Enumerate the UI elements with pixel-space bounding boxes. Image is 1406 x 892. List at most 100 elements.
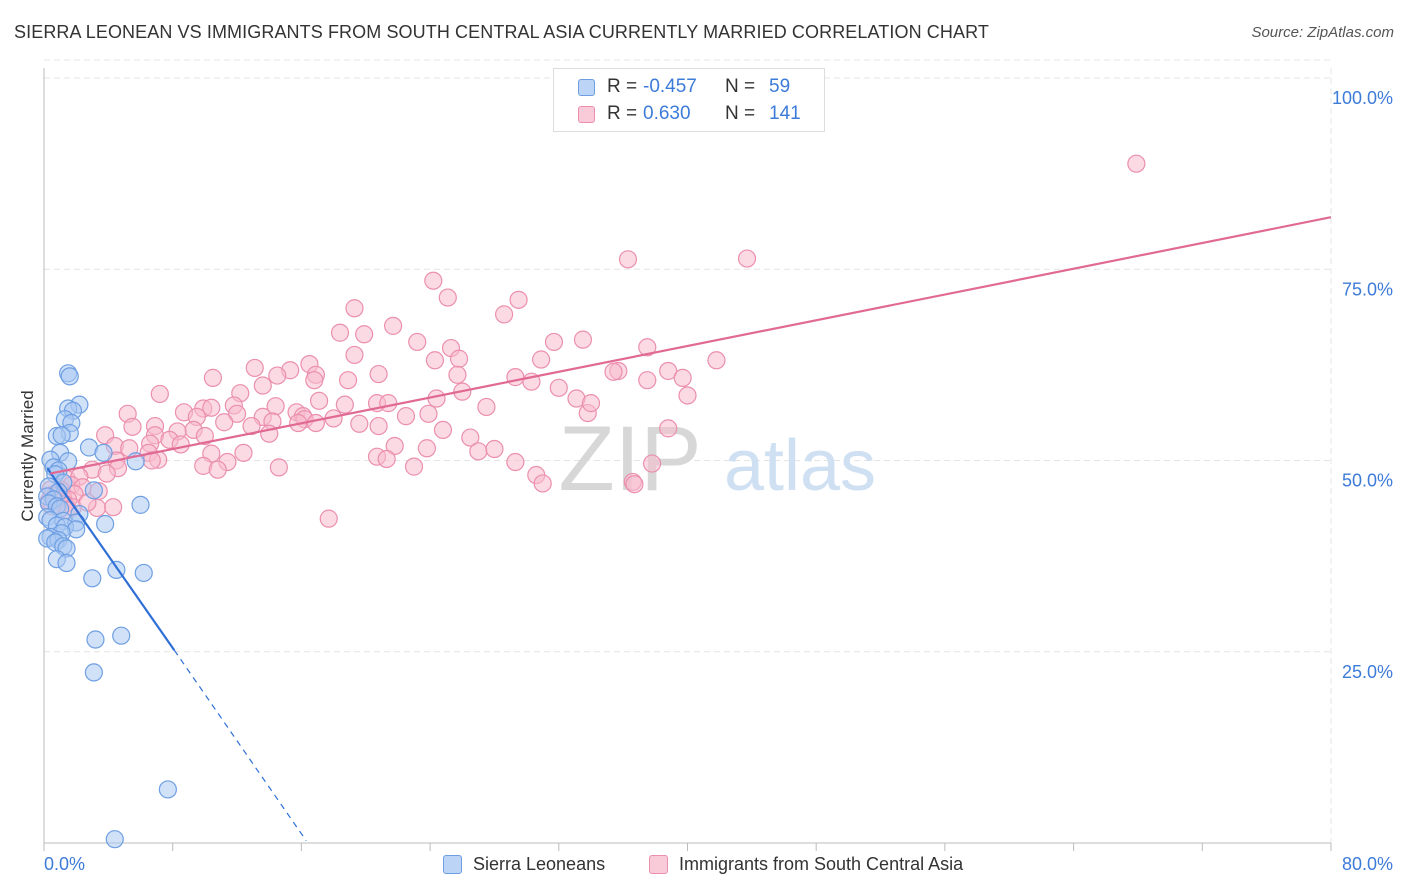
pink-point	[203, 368, 223, 387]
bottom-legend-swatch-pink	[649, 854, 668, 874]
pink-point	[369, 364, 388, 384]
pink-point	[419, 404, 438, 423]
watermark-zip: ZIP	[558, 408, 701, 510]
watermark-atlas: atlas	[724, 426, 876, 506]
pink-point	[737, 249, 757, 268]
y-tick-label: 75.0%	[1342, 279, 1393, 299]
pink-point	[638, 371, 657, 390]
pink-point	[104, 498, 123, 517]
blue-point	[83, 569, 102, 588]
legend-r-label: R =	[607, 76, 638, 97]
pink-point	[532, 350, 551, 369]
pink-point	[544, 332, 564, 352]
pink-point	[385, 436, 404, 456]
pink-point	[495, 305, 514, 324]
chart-title: SIERRA LEONEAN VS IMMIGRANTS FROM SOUTH …	[14, 22, 989, 42]
blue-trend-line	[46, 467, 176, 651]
pink-point	[269, 458, 288, 477]
trend-lines	[46, 216, 1332, 842]
legend-swatch-blue	[578, 78, 595, 96]
pink-point	[268, 366, 287, 385]
pink-point	[123, 417, 142, 436]
pink-point	[673, 368, 692, 387]
pink-point	[659, 361, 678, 381]
bottom-legend-label-pink: Immigrants from South Central Asia	[679, 853, 964, 874]
pink-trend-line	[50, 216, 1332, 475]
pink-point	[581, 394, 601, 413]
pink-point	[573, 330, 593, 349]
pink-point	[150, 384, 169, 404]
y-tick-label: 100.0%	[1332, 88, 1393, 108]
pink-point	[195, 426, 214, 446]
pink-point	[234, 443, 253, 462]
pink-point	[242, 416, 261, 436]
legend-n-label: N =	[725, 76, 756, 97]
pink-point	[97, 464, 116, 483]
pink-point	[604, 362, 623, 381]
pink-point	[306, 413, 325, 433]
pink-point	[425, 351, 445, 370]
bottom-legend-south-central-asia: Immigrants from South Central Asia	[649, 852, 963, 876]
pink-point	[477, 397, 496, 417]
blue-point	[86, 630, 105, 649]
pink-point	[227, 404, 247, 423]
blue-point	[96, 514, 115, 534]
pink-point	[485, 439, 504, 459]
pink-point	[404, 457, 424, 476]
pink-series-points	[39, 154, 1146, 528]
pink-point	[208, 460, 227, 479]
watermark: ZIP atlas	[558, 408, 876, 510]
pink-point	[448, 365, 467, 384]
pink-point	[1127, 154, 1146, 173]
legend-row-south-central-asia: R = 0.630 N = 141	[554, 102, 801, 126]
pink-point	[335, 395, 354, 414]
pink-point	[509, 290, 528, 309]
pink-point	[433, 420, 453, 439]
pink-point	[245, 358, 264, 378]
pink-point	[707, 351, 726, 370]
blue-point	[60, 367, 79, 386]
pink-point	[417, 439, 436, 458]
pink-point	[379, 394, 398, 413]
y-tick-label: 25.0%	[1342, 662, 1393, 682]
pink-point	[215, 413, 234, 432]
pink-point	[309, 391, 329, 410]
blue-point	[105, 830, 124, 849]
pink-point	[506, 368, 525, 387]
legend-r-value: -0.457	[643, 76, 697, 97]
pink-point	[338, 371, 358, 390]
pink-point	[369, 416, 388, 436]
blue-point	[112, 626, 131, 645]
blue-series-points	[38, 364, 177, 849]
blue-point	[158, 780, 177, 799]
tick-labels: 25.0% 50.0% 75.0% 100.0% 0.0% 80.0%	[44, 88, 1393, 874]
bottom-legend-sierra-leoneans: Sierra Leoneans	[443, 852, 605, 876]
pink-point	[253, 376, 272, 395]
y-tick-label: 50.0%	[1342, 471, 1393, 491]
pink-point	[549, 378, 568, 397]
pink-point	[643, 454, 662, 473]
pink-point	[659, 419, 678, 438]
legend-r-label: R =	[607, 103, 638, 124]
pink-point	[345, 345, 364, 365]
legend-swatch-pink	[578, 105, 595, 123]
pink-point	[533, 474, 552, 493]
pink-point	[424, 271, 443, 290]
pink-point	[202, 398, 221, 417]
pink-point	[625, 475, 644, 494]
pink-point	[469, 442, 488, 461]
blue-point	[84, 481, 103, 500]
pink-point	[408, 332, 427, 352]
pink-point	[618, 250, 638, 269]
pink-point	[377, 449, 396, 469]
blue-point	[52, 426, 71, 445]
pink-point	[449, 349, 469, 368]
blue-trend-extension	[173, 649, 307, 842]
blue-point	[131, 495, 150, 514]
pink-point	[678, 386, 697, 405]
pink-point	[461, 428, 480, 447]
blue-point	[84, 663, 103, 682]
pink-point	[355, 325, 374, 344]
pink-point	[305, 371, 324, 390]
blue-point	[57, 553, 76, 573]
